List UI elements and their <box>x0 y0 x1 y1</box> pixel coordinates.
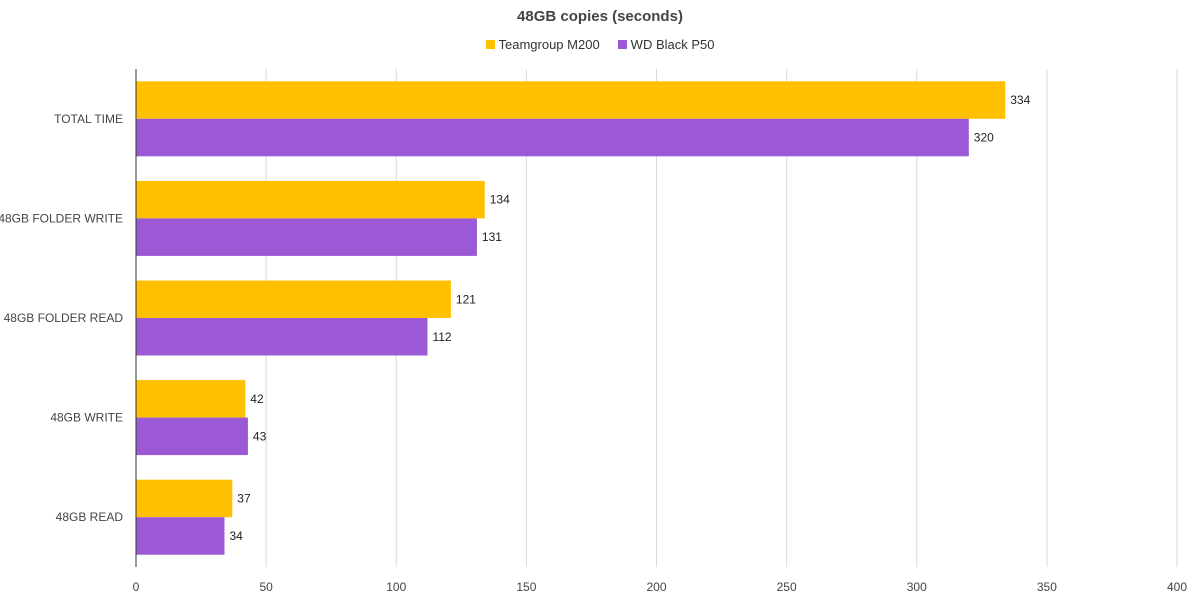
category-label: 48GB READ <box>56 510 124 524</box>
x-tick-label: 50 <box>259 580 273 594</box>
data-label: 334 <box>1010 93 1030 107</box>
bar-series-0 <box>136 380 246 418</box>
data-label: 134 <box>490 193 510 207</box>
bar-series-0 <box>136 81 1006 119</box>
legend-item-series-1: WD Black P50 <box>617 37 715 52</box>
data-label: 37 <box>237 491 251 505</box>
x-tick-label: 350 <box>1037 580 1057 594</box>
chart-title: 48GB copies (seconds) <box>517 8 683 25</box>
data-label: 42 <box>250 392 264 406</box>
bar-series-1 <box>136 417 248 456</box>
category-label: TOTAL TIME <box>54 112 123 126</box>
x-tick-label: 250 <box>777 580 797 594</box>
data-label: 131 <box>482 230 502 244</box>
data-label: 34 <box>229 529 243 543</box>
legend-label-series-1: WD Black P50 <box>630 37 715 52</box>
bar-series-1 <box>136 118 969 157</box>
category-label: 48GB FOLDER READ <box>4 311 124 325</box>
data-label: 43 <box>253 429 267 443</box>
data-label: 320 <box>974 131 994 145</box>
data-label: 112 <box>432 330 451 344</box>
x-tick-label: 300 <box>907 580 927 594</box>
data-label: 121 <box>456 292 476 306</box>
bar-series-1 <box>136 517 225 555</box>
legend: Teamgroup M200 WD Black P50 <box>0 37 1200 52</box>
x-tick-label: 150 <box>516 580 536 594</box>
bar-series-1 <box>136 318 428 356</box>
bar-series-1 <box>136 218 477 256</box>
legend-swatch-series-1 <box>617 40 627 49</box>
legend-item-series-0: Teamgroup M200 <box>485 37 600 52</box>
category-label: 48GB WRITE <box>50 411 123 425</box>
x-tick-label: 400 <box>1167 580 1187 594</box>
category-label: 48GB FOLDER WRITE <box>0 211 123 225</box>
bar-series-0 <box>136 180 485 219</box>
legend-swatch-series-0 <box>485 40 495 49</box>
legend-label-series-0: Teamgroup M200 <box>498 37 600 52</box>
x-tick-label: 100 <box>386 580 406 594</box>
bar-series-0 <box>136 479 233 518</box>
bar-series-0 <box>136 280 451 318</box>
x-tick-label: 200 <box>646 580 666 594</box>
x-tick-label: 0 <box>133 580 140 594</box>
